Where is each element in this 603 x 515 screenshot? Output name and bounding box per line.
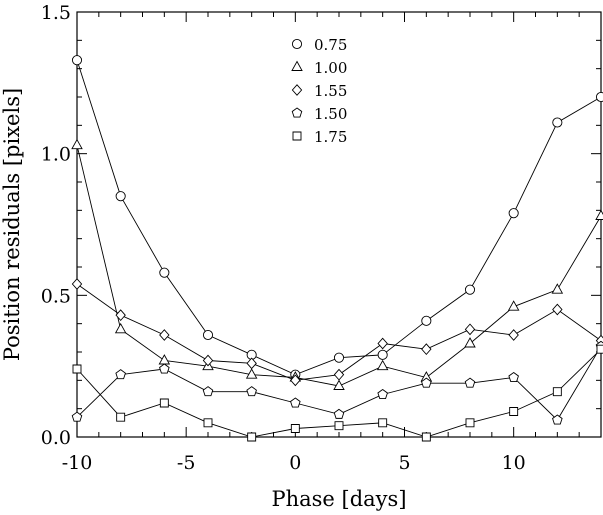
y-tick-label: 0.5 — [41, 285, 71, 307]
data-point-square — [203, 418, 213, 428]
series-line — [76, 283, 602, 381]
legend-marker-circle — [291, 38, 303, 50]
data-point-circle — [71, 55, 83, 66]
y-tick-label: 1.0 — [41, 144, 71, 166]
data-point-square — [596, 344, 603, 354]
series-pentagon — [71, 340, 603, 425]
data-point-diamond — [115, 309, 126, 322]
data-point-square — [465, 418, 475, 428]
legend-label: 1.00 — [314, 59, 347, 77]
data-point-circle — [508, 208, 519, 219]
data-point-square — [509, 407, 519, 416]
data-point-circle — [595, 91, 603, 103]
data-point-circle — [333, 352, 345, 363]
legend-marker-pentagon — [291, 107, 303, 118]
data-point-pentagon — [421, 377, 432, 388]
data-point-pentagon — [290, 397, 301, 408]
data-point-pentagon — [246, 386, 257, 397]
data-point-diamond — [159, 329, 170, 341]
x-tick-label: 5 — [398, 452, 410, 474]
data-point-triangle — [507, 300, 520, 311]
data-point-circle — [159, 267, 170, 278]
data-point-diamond — [71, 278, 83, 290]
data-point-square — [159, 398, 169, 408]
data-point-pentagon — [159, 363, 170, 374]
legend: 0.75 1.00 1.55 1.50 1.75 — [291, 36, 347, 146]
data-point-triangle — [595, 209, 603, 220]
series-layer — [71, 55, 603, 442]
x-tick-label: -10 — [62, 452, 93, 474]
data-point-diamond — [508, 329, 519, 341]
data-point-diamond — [552, 303, 563, 316]
data-point-square — [247, 432, 257, 442]
series-diamond — [71, 278, 603, 387]
data-point-circle — [202, 329, 214, 341]
data-point-circle — [464, 284, 476, 295]
data-point-square — [552, 387, 562, 397]
data-point-square — [421, 432, 431, 442]
data-point-triangle — [333, 379, 345, 390]
legend-marker-square — [292, 131, 302, 141]
legend-label: 1.55 — [314, 82, 347, 100]
data-point-triangle — [71, 138, 83, 150]
series-square — [72, 344, 603, 442]
x-axis-title: Phase [days] — [271, 487, 406, 511]
data-point-diamond — [246, 357, 257, 370]
data-point-pentagon — [115, 369, 126, 380]
data-point-diamond — [202, 354, 214, 367]
legend-marker-diamond — [291, 84, 303, 96]
data-point-diamond — [377, 337, 388, 350]
data-point-circle — [377, 349, 388, 360]
axes: -10 -5 0 5 10 0.0 0.5 1.0 1.5 — [41, 2, 602, 474]
data-point-pentagon — [71, 411, 83, 422]
legend-label: 1.50 — [314, 105, 347, 123]
data-point-pentagon — [552, 414, 563, 425]
data-point-diamond — [290, 374, 301, 387]
legend-marker-triangle — [291, 60, 303, 71]
data-point-square — [290, 424, 300, 433]
data-point-diamond — [464, 323, 476, 336]
data-point-pentagon — [377, 388, 388, 399]
data-point-pentagon — [464, 377, 476, 388]
data-point-square — [116, 412, 126, 422]
y-tick-label: 1.5 — [41, 2, 71, 24]
data-point-circle — [421, 315, 432, 326]
data-point-circle — [115, 191, 126, 202]
data-point-square — [72, 364, 82, 374]
y-tick-label: 0.0 — [41, 427, 71, 449]
data-point-triangle — [376, 359, 389, 371]
data-point-pentagon — [333, 408, 345, 419]
series-triangle — [71, 138, 603, 390]
x-tick-label: 0 — [289, 452, 301, 474]
data-point-square — [378, 418, 388, 428]
series-line — [76, 145, 602, 387]
data-point-diamond — [333, 368, 345, 381]
data-point-triangle — [158, 354, 171, 365]
data-point-triangle — [114, 322, 127, 334]
data-point-triangle — [245, 368, 258, 379]
data-point-triangle — [551, 283, 564, 294]
x-tick-label: 10 — [502, 452, 526, 474]
x-tick-label: -5 — [177, 452, 196, 474]
data-point-diamond — [421, 343, 432, 356]
y-axis-title: Position residuals [pixels] — [0, 88, 24, 361]
data-point-pentagon — [508, 371, 519, 382]
legend-label: 1.75 — [314, 128, 347, 146]
data-point-circle — [552, 117, 563, 128]
data-point-pentagon — [202, 386, 214, 397]
series-circle — [71, 55, 603, 380]
data-point-square — [334, 421, 344, 431]
legend-label: 0.75 — [314, 36, 347, 54]
data-point-triangle — [464, 337, 476, 348]
